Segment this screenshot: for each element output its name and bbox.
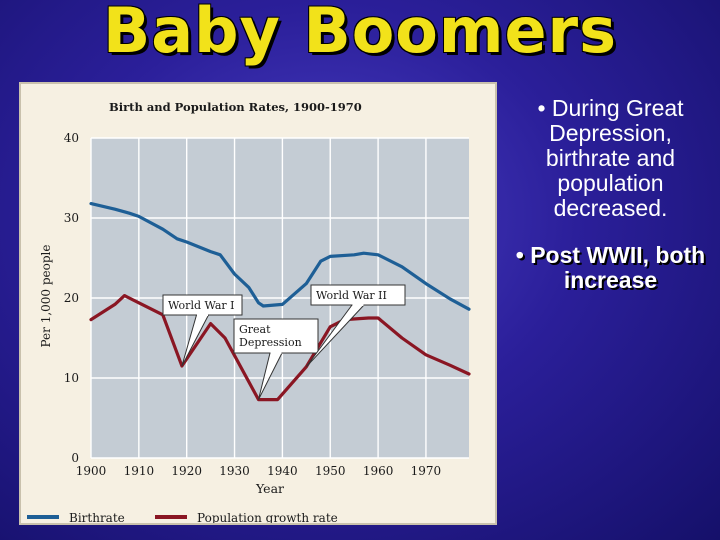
annotation-pointer <box>257 352 283 400</box>
annotation-label: Depression <box>239 336 302 349</box>
birthrate-line <box>89 202 471 311</box>
y-tick-label: 10 <box>64 371 79 385</box>
x-tick-label: 1910 <box>124 464 155 478</box>
x-tick-label: 1940 <box>267 464 298 478</box>
annotation-pointer <box>305 304 365 368</box>
y-tick-label: 20 <box>64 291 79 305</box>
chart-figure: Birth and Population Rates, 1900-1970 Pe… <box>19 82 497 525</box>
legend-label-population-growth-rate: Population growth rate <box>197 511 338 523</box>
chart-title: Birth and Population Rates, 1900-1970 <box>109 100 362 114</box>
x-tick-label: 1950 <box>315 464 346 478</box>
bullet-post-wwii: • Post WWII, both increase <box>515 242 706 293</box>
annotation-label: World War II <box>316 289 387 302</box>
x-tick-label: 1920 <box>171 464 202 478</box>
annotation-label: World War I <box>168 299 235 312</box>
x-tick-label: 1960 <box>363 464 394 478</box>
x-tick-label: 1930 <box>219 464 250 478</box>
bullet-depression: • During Great Depression, birthrate and… <box>537 95 684 221</box>
population-growth-rate-line <box>89 294 471 402</box>
x-tick-label: 1970 <box>411 464 442 478</box>
y-tick-label: 0 <box>71 451 79 465</box>
x-tick-label: 1900 <box>76 464 107 478</box>
y-axis-label: Per 1,000 people <box>39 245 53 348</box>
bullet-list: • During Great Depression, birthrate and… <box>508 96 713 315</box>
y-tick-label: 40 <box>64 131 79 145</box>
annotation-pointer <box>181 314 209 367</box>
annotation-label: Great <box>239 323 271 336</box>
x-axis-label: Year <box>255 481 284 496</box>
slide-title: Baby Boomers <box>102 0 618 67</box>
legend-label-birthrate: Birthrate <box>69 511 125 523</box>
line-chart: Birth and Population Rates, 1900-1970 Pe… <box>27 100 471 523</box>
y-tick-label: 30 <box>64 211 79 225</box>
